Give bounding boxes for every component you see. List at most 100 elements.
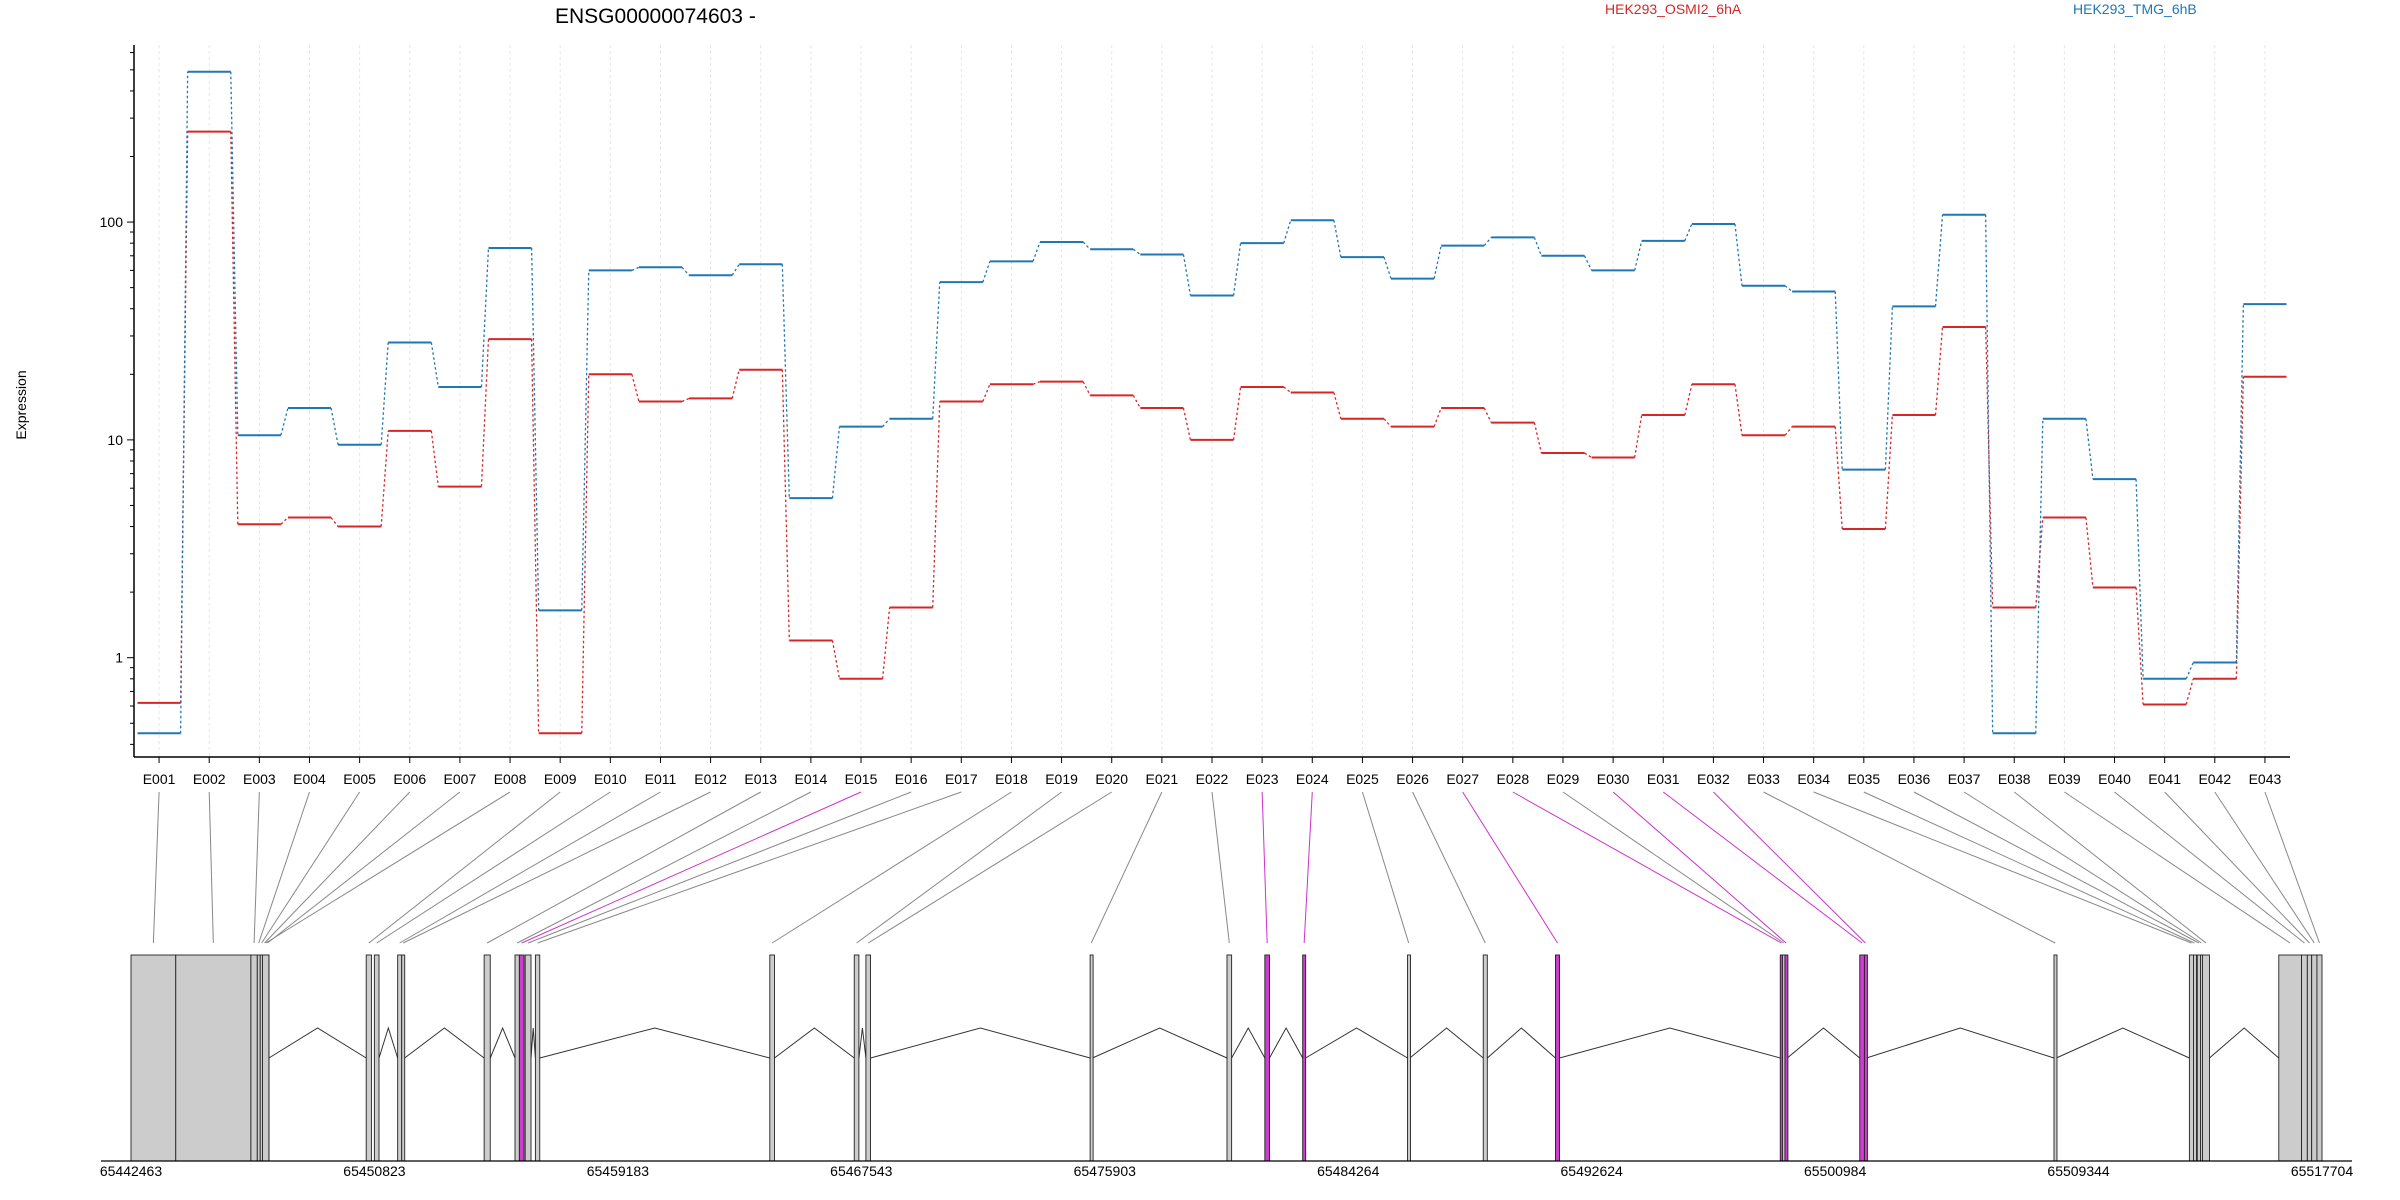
series-connector (1283, 386, 1292, 394)
series-connector (1132, 248, 1141, 255)
connector-E016 (527, 791, 912, 944)
connector-E029 (1562, 791, 1785, 944)
y-tick-label-1: 1 (115, 650, 123, 666)
exon-box-E027 (1555, 954, 1560, 1162)
connector-E024 (1303, 791, 1313, 944)
series-connector (731, 369, 740, 399)
series-connector (1934, 326, 1944, 416)
series-connector (2235, 376, 2245, 679)
exon-connector-lines (152, 791, 2320, 944)
connector-E043 (2264, 791, 2320, 944)
exon-box-E024 (1302, 954, 1307, 1162)
connector-E033 (1763, 791, 2056, 944)
exon-box-E019 (853, 954, 860, 1162)
x-tick-label-E005: E005 (343, 771, 376, 787)
series-connector (1734, 384, 1743, 436)
connector-E034 (1813, 791, 2192, 944)
series-connector (631, 374, 640, 402)
series-connector (1634, 240, 1643, 271)
series-connector (330, 517, 339, 527)
series-connector (1634, 414, 1643, 458)
series-connector (1834, 426, 1843, 529)
series-connector (881, 607, 891, 679)
intron (1866, 1027, 2055, 1059)
intron (870, 1027, 1091, 1059)
x-tick-label-E013: E013 (744, 771, 777, 787)
exon-box-E021 (1089, 954, 1094, 1162)
legend-entry-series-a: HEK293_OSMI2_6hA (1605, 1, 1742, 17)
series-connector (1383, 256, 1392, 279)
series-connector (530, 248, 540, 611)
exon-box-E013 (483, 954, 491, 1162)
x-tick-label-E038: E038 (1998, 771, 2031, 787)
exon-box-E034 (2188, 954, 2194, 1162)
connector-E022 (1211, 791, 1230, 944)
series-connector (1734, 223, 1743, 286)
series-connector (982, 384, 991, 402)
series-connector (781, 369, 790, 641)
connector-E010 (376, 791, 611, 944)
connector-E005 (261, 791, 361, 944)
connector-E009 (368, 791, 561, 944)
x-tick-label-E008: E008 (494, 771, 527, 787)
series-connector (731, 263, 740, 276)
series-connector (2185, 662, 2194, 680)
exon-box-E042 (2311, 954, 2318, 1162)
chart-title: ENSG00000074603 - (555, 5, 756, 28)
intron (268, 1027, 367, 1059)
series-connector (882, 418, 891, 428)
intron (1786, 1027, 1861, 1059)
series-connector (179, 71, 189, 734)
x-tick-label-E015: E015 (845, 771, 878, 787)
intron (539, 1027, 770, 1059)
connector-E037 (1963, 791, 2202, 944)
series-connector (1784, 285, 1793, 292)
x-tick-label-E040: E040 (2098, 771, 2131, 787)
exon-box-E017 (534, 954, 541, 1162)
series-connector (831, 640, 841, 679)
x-tick-label-E030: E030 (1597, 771, 1630, 787)
x-tick-label-E010: E010 (594, 771, 627, 787)
coord-label-65500984: 65500984 (1804, 1163, 1867, 1179)
intron (1092, 1027, 1228, 1059)
series-connector (1032, 381, 1041, 385)
x-tick-label-E034: E034 (1797, 771, 1830, 787)
intron (1231, 1026, 1266, 1059)
coord-label-65492624: 65492624 (1561, 1163, 1624, 1179)
x-tick-label-E029: E029 (1547, 771, 1580, 787)
series-connector (1182, 407, 1192, 441)
exon-box-E033 (2053, 954, 2058, 1162)
x-tick-label-E014: E014 (795, 771, 828, 787)
x-tick-label-E002: E002 (193, 771, 226, 787)
series-connector (1985, 214, 1994, 734)
series-layer (137, 70, 2287, 735)
connector-E027 (1462, 791, 1558, 944)
x-tick-label-E022: E022 (1196, 771, 1229, 787)
x-tick-label-E041: E041 (2148, 771, 2181, 787)
connector-E015 (521, 791, 862, 944)
exon-box-E039 (2278, 954, 2302, 1162)
connector-E011 (399, 791, 661, 944)
connector-E032 (1713, 791, 1866, 944)
exon-box-E014 (514, 954, 520, 1162)
intron (489, 1026, 516, 1059)
series-connector (230, 71, 239, 436)
connector-E012 (402, 791, 711, 944)
x-tick-label-E032: E032 (1697, 771, 1730, 787)
exon-box-E001 (130, 954, 177, 1162)
exon-box-E008 (262, 954, 270, 1162)
x-tick-label-E009: E009 (544, 771, 577, 787)
series-connector (2085, 517, 2094, 588)
series-connector (932, 401, 941, 608)
x-tick-label-E018: E018 (995, 771, 1028, 787)
connector-E021 (1090, 791, 1163, 944)
exon-box-E003 (250, 954, 258, 1162)
series-connector (1232, 243, 1242, 296)
series-connector (330, 407, 339, 445)
intron (530, 1027, 536, 1059)
x-tick-label-E012: E012 (694, 771, 727, 787)
series-connector (1232, 386, 1242, 440)
x-tick-label-E001: E001 (143, 771, 176, 787)
connector-E002 (208, 791, 214, 944)
